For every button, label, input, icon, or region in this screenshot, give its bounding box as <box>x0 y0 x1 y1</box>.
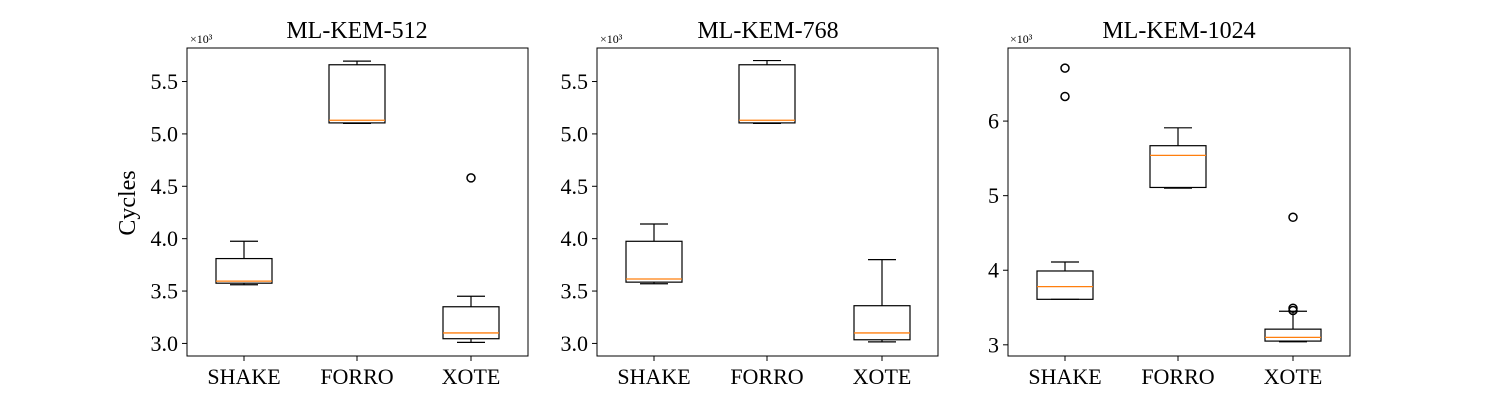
x-tick-label: SHAKE <box>207 364 280 389</box>
box-shake <box>625 223 683 285</box>
x-tick-label: FORRO <box>730 364 803 389</box>
box-body <box>738 64 796 124</box>
box-xote <box>853 259 911 343</box>
outlier-point <box>1060 63 1070 73</box>
box-forro <box>328 60 386 125</box>
plot-frame <box>186 47 529 357</box>
box-body <box>328 64 386 124</box>
offset-label: ×10³ <box>190 32 213 46</box>
panel-title: ML-KEM-512 <box>286 18 427 44</box>
offset-label: ×10³ <box>1010 32 1033 46</box>
outlier-point <box>466 173 476 183</box>
panel-ml-kem-1024: ML-KEM-1024 ×10³ 3 4 5 6 SHAKE FORRO XOTE <box>988 18 1351 389</box>
y-tick-label: 6 <box>988 109 999 134</box>
x-tick-label: FORRO <box>320 364 393 389</box>
x-tick-label: XOTE <box>853 364 912 389</box>
x-tick-label: XOTE <box>442 364 501 389</box>
box-body <box>442 306 500 340</box>
box-shake <box>1036 63 1094 300</box>
y-tick-label: 5.0 <box>151 121 179 146</box>
box-body <box>1036 270 1094 300</box>
y-tick-label: 4 <box>988 258 999 283</box>
panel-title: ML-KEM-768 <box>697 18 838 44</box>
y-tick-label: 4.5 <box>561 174 589 199</box>
y-tick-label: 3 <box>988 332 999 357</box>
y-tick-label: 5.5 <box>151 69 179 94</box>
x-tick-label: SHAKE <box>617 364 690 389</box>
y-tick-label: 4.5 <box>151 174 179 199</box>
x-tick-label: XOTE <box>1264 364 1323 389</box>
y-tick-label: 4.0 <box>561 226 589 251</box>
y-axis-label: Cycles <box>115 170 141 235</box>
box-body <box>625 240 683 283</box>
y-tick-label: 5 <box>988 183 999 208</box>
y-tick-label: 3.5 <box>151 279 179 304</box>
box-xote <box>442 173 500 343</box>
box-forro <box>738 59 796 125</box>
box-body <box>853 305 911 341</box>
panel-ml-kem-512: ML-KEM-512 ×10³ Cycles 3.0 3.5 4.0 4.5 5.0 5.… <box>115 18 529 389</box>
outlier-point <box>1288 212 1298 223</box>
panel-ml-kem-768: ML-KEM-768 ×10³ 3.0 3.5 4.0 4.5 5.0 5.5 SHAKE F… <box>561 18 939 389</box>
box-shake <box>215 240 273 286</box>
x-tick-label: SHAKE <box>1028 364 1101 389</box>
y-tick-label: 3.0 <box>151 331 179 356</box>
box-body <box>1264 328 1322 342</box>
y-tick-label: 5.5 <box>561 69 589 94</box>
outlier-point <box>1288 303 1298 314</box>
box-body <box>215 257 273 284</box>
offset-label: ×10³ <box>600 32 623 46</box>
outlier-point <box>1060 91 1070 102</box>
box-forro <box>1149 127 1207 189</box>
y-tick-label: 5.0 <box>561 121 589 146</box>
y-tick-label: 4.0 <box>151 226 179 251</box>
plot-frame <box>596 47 939 357</box>
box-xote <box>1264 212 1322 343</box>
panel-title: ML-KEM-1024 <box>1102 18 1255 44</box>
y-tick-label: 3.5 <box>561 279 589 304</box>
box-body <box>1149 145 1207 189</box>
x-tick-label: FORRO <box>1141 364 1214 389</box>
y-tick-label: 3.0 <box>561 331 589 356</box>
plot-frame <box>1007 47 1351 357</box>
